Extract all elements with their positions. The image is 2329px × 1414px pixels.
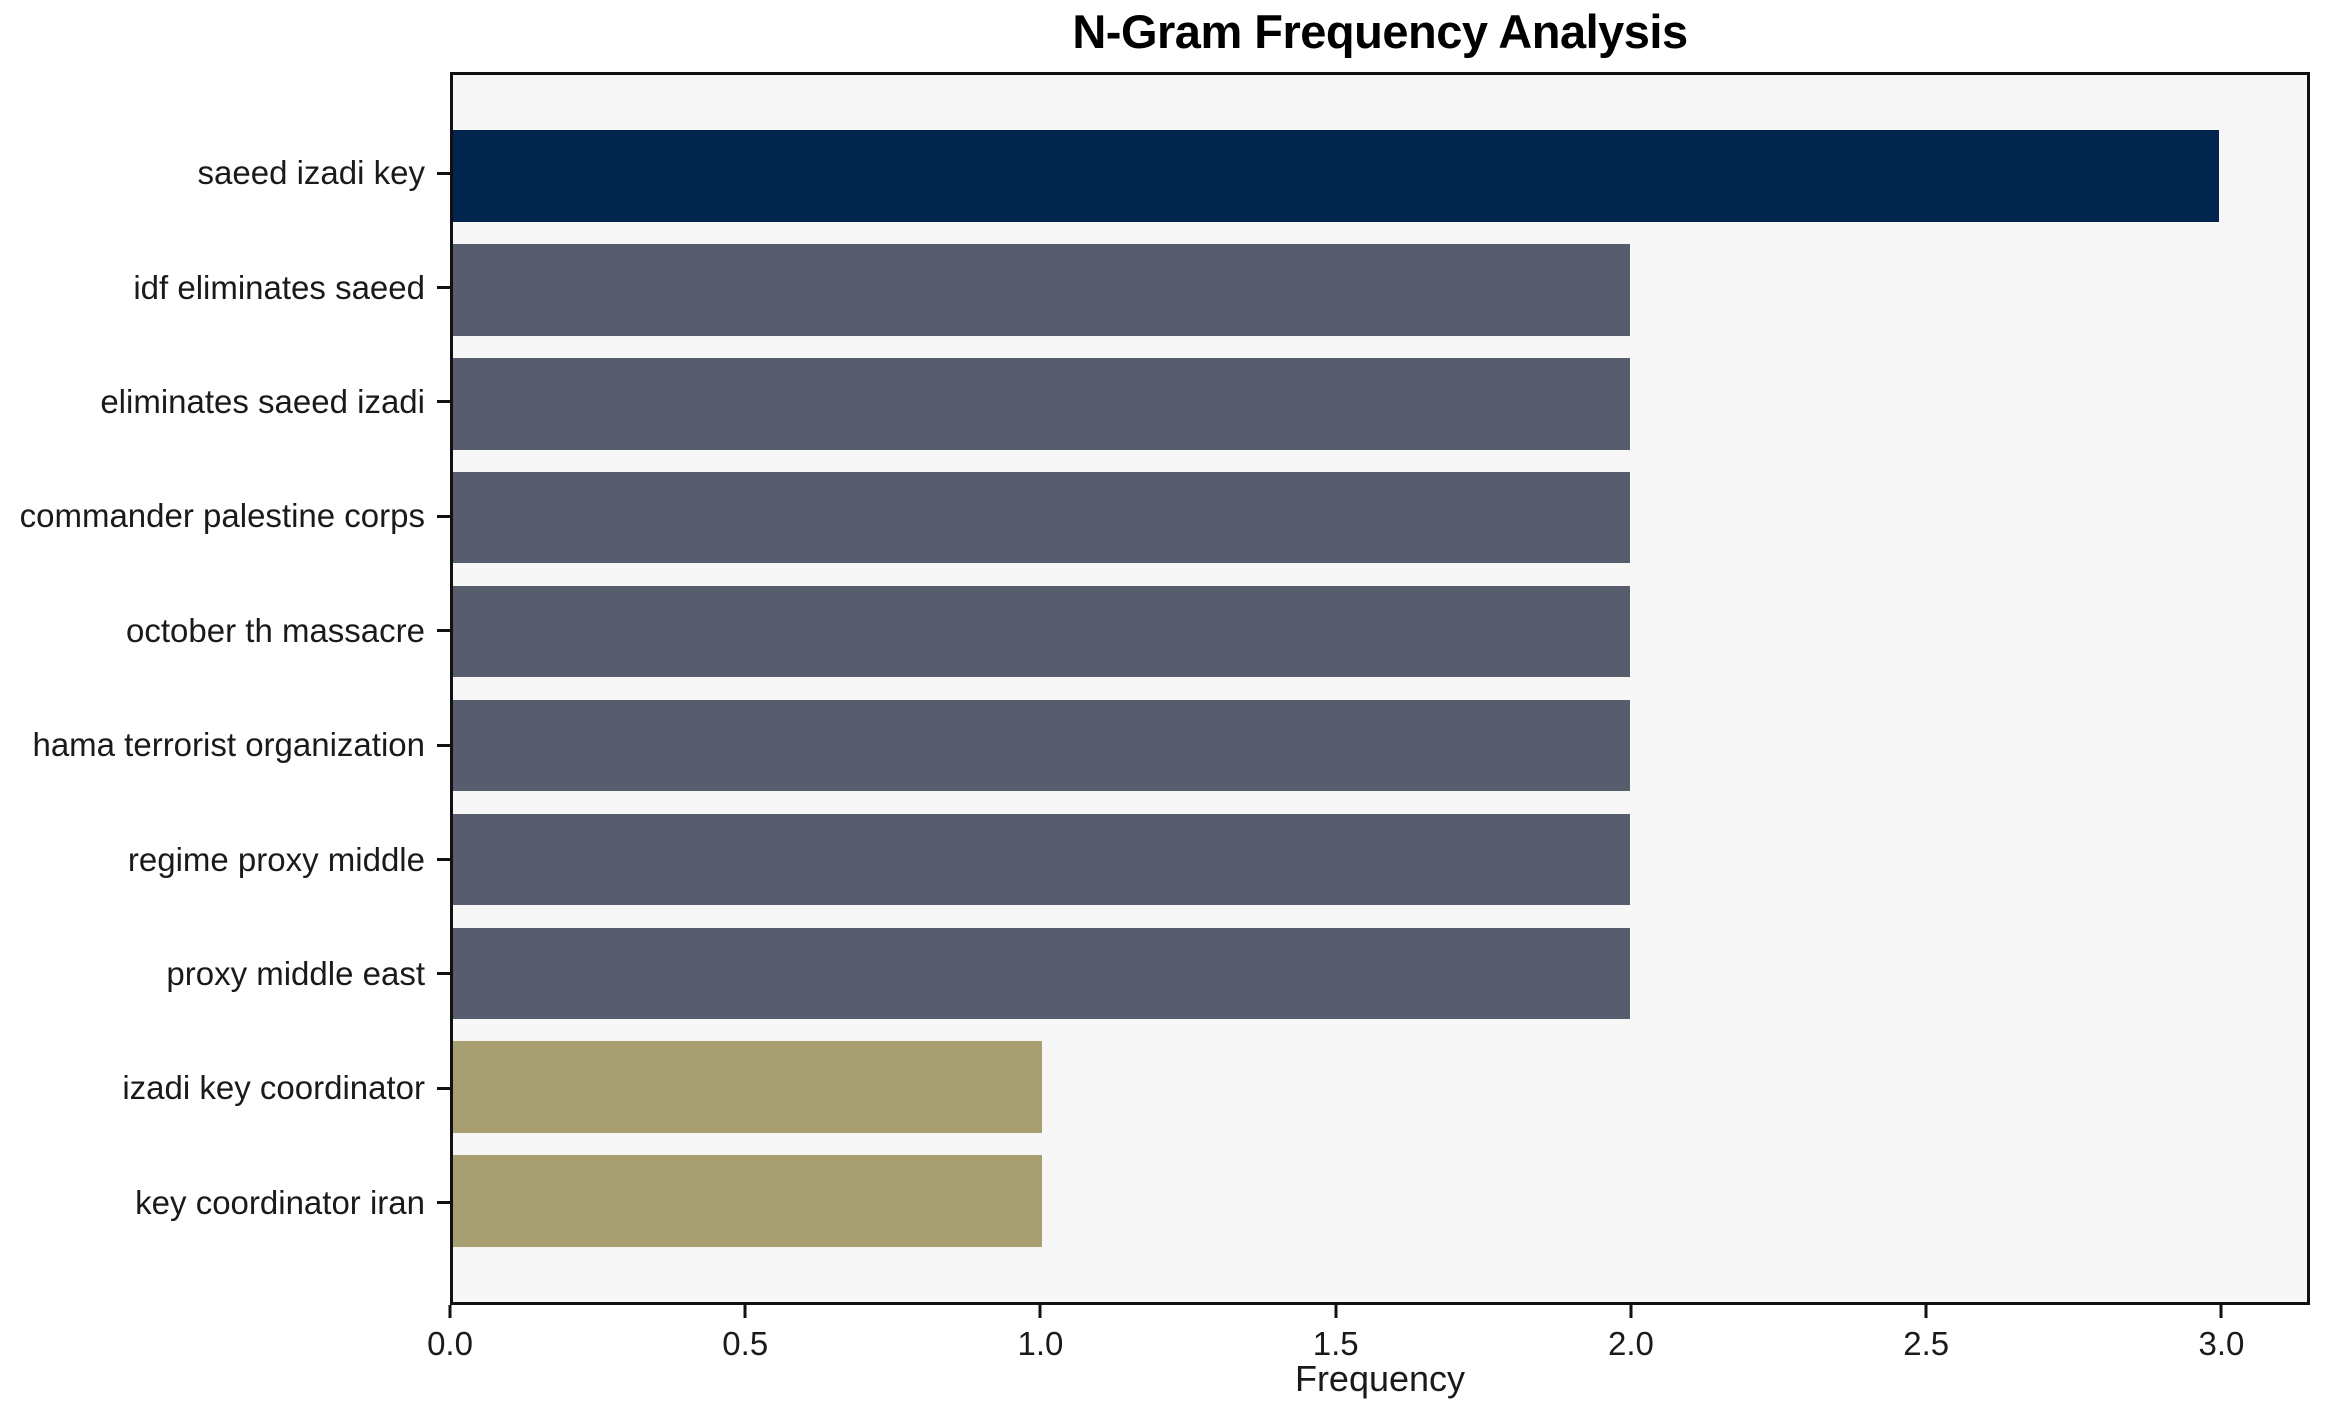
y-tick-label: october th massacre [126, 611, 425, 649]
bar-row [453, 233, 2307, 347]
x-tick-label: 2.0 [1608, 1325, 1654, 1362]
x-tick-label: 2.5 [1903, 1325, 1950, 1362]
y-tick-mark [437, 743, 450, 747]
y-tick-mark [437, 400, 450, 404]
x-tick-mark [1629, 1305, 1633, 1318]
frequency-bar [453, 813, 1631, 906]
y-label-row: october th massacre [0, 574, 450, 688]
frequency-bar [453, 699, 1631, 792]
chart-title: N-Gram Frequency Analysis [1072, 5, 1688, 58]
frequency-bar [453, 358, 1631, 450]
frequency-bar [453, 471, 1631, 564]
bar-row [453, 916, 2307, 1030]
y-label-row: proxy middle east [0, 917, 450, 1031]
y-tick-label: key coordinator iran [135, 1183, 425, 1221]
x-axis: 0.0 0.5 1.0 1.5 2.0 2.5 3.0 [427, 1305, 2310, 1385]
y-label-row: commander palestine corps [0, 459, 450, 573]
x-tick-mark [2219, 1305, 2223, 1318]
y-tick-mark [437, 972, 450, 976]
x-axis-title: Frequency [1294, 1358, 1466, 1399]
y-tick-mark [437, 514, 450, 518]
bar-row [453, 802, 2307, 916]
y-tick-label: saeed izadi key [197, 154, 425, 192]
x-tick-label: 1.5 [1312, 1325, 1359, 1362]
frequency-bar [453, 130, 2219, 222]
bar-row [453, 575, 2307, 689]
y-tick-mark [437, 1201, 450, 1205]
y-tick-mark [437, 858, 450, 862]
x-tick-mark [1334, 1305, 1338, 1318]
y-tick-label: eliminates saeed izadi [100, 382, 425, 420]
y-tick-label: commander palestine corps [19, 497, 425, 535]
y-label-row: idf eliminates saeed [0, 230, 450, 344]
bar-row [453, 1030, 2307, 1144]
frequency-bar [453, 1155, 1042, 1247]
y-tick-mark [437, 171, 450, 175]
y-label-row: key coordinator iran [0, 1146, 450, 1260]
frequency-bar [453, 244, 1631, 336]
y-label-row: izadi key coordinator [0, 1031, 450, 1145]
y-label-row: saeed izadi key [0, 116, 450, 230]
frequency-bar [453, 585, 1631, 678]
y-tick-label: idf eliminates saeed [133, 268, 425, 306]
frequency-bar [453, 927, 1631, 1020]
bar-row [453, 119, 2307, 233]
y-tick-label: hama terrorist organization [32, 726, 425, 764]
x-tick-mark [448, 1305, 452, 1318]
frequency-bar [453, 1041, 1042, 1133]
y-label-row: hama terrorist organization [0, 688, 450, 802]
y-tick-label: proxy middle east [166, 954, 425, 992]
y-tick-mark [437, 286, 450, 290]
y-tick-label: izadi key coordinator [122, 1069, 425, 1107]
y-tick-mark [437, 629, 450, 633]
bar-row [453, 689, 2307, 803]
x-tick-label: 0.0 [427, 1325, 473, 1362]
bar-row [453, 1144, 2307, 1258]
bar-row [453, 461, 2307, 575]
x-tick-label: 0.5 [722, 1325, 769, 1362]
x-tick-mark [1924, 1305, 1928, 1318]
x-tick-mark [1038, 1305, 1042, 1318]
x-tick-label: 3.0 [2198, 1325, 2245, 1362]
y-axis-labels: saeed izadi key idf eliminates saeed elimi… [0, 72, 450, 1393]
y-tick-mark [437, 1086, 450, 1090]
plot-area [450, 72, 2310, 1305]
y-tick-label: regime proxy middle [127, 840, 425, 878]
y-label-row: regime proxy middle [0, 802, 450, 916]
x-tick-label: 1.0 [1017, 1325, 1064, 1362]
y-label-row: eliminates saeed izadi [0, 345, 450, 459]
x-tick-mark [743, 1305, 747, 1318]
bar-row [453, 347, 2307, 461]
